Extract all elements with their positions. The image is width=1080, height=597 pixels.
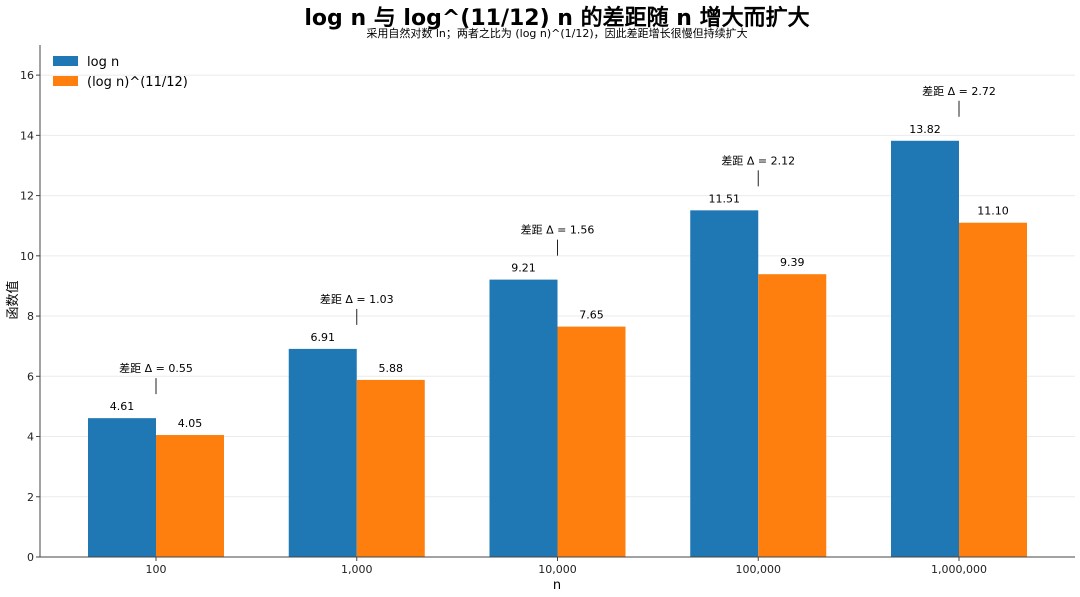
bar-value-label: 11.10 [977,205,1009,218]
y-tick-label: 8 [27,310,34,323]
bar-log-n-power [156,435,224,557]
difference-annotation: 差距 Δ = 0.55 [119,361,193,375]
bar-log-n [891,140,959,558]
y-tick-label: 12 [20,190,34,203]
x-axis-label: n [553,578,561,593]
bar-value-label: 7.65 [579,309,604,322]
value-labels-group: 4.61 4.05 6.91 5.88 9.21 7.65 11.51 9.39 13.82 11… [110,123,1009,430]
legend: log n (log n)^(11/12) [53,55,188,90]
bar-value-label: 4.61 [110,400,135,413]
bar-log-n-power [758,274,827,557]
x-tick-label: 100,000 [736,563,782,576]
bar-value-label: 11.51 [709,192,741,205]
bars-group [88,140,1027,558]
y-tick-label: 16 [20,69,34,82]
difference-annotation: 差距 Δ = 1.56 [521,223,595,237]
bar-log-n [88,418,156,557]
bar-log-n-power [356,379,425,557]
legend-swatch-log-n [53,56,78,66]
bar-value-label: 13.82 [909,123,941,136]
y-tick-label: 0 [27,551,34,564]
bar-value-label: 9.39 [780,256,805,269]
x-tick-label: 10,000 [538,563,577,576]
bar-log-n-power [557,326,626,557]
legend-swatch-log-n-power [53,76,78,86]
y-axis-label: 函数值 [5,280,21,319]
y-tick-label: 4 [27,431,34,444]
chart-title: log n 与 log^(11/12) n 的差距随 n 增大而扩大 [304,5,809,31]
axes-group: 0 2 4 6 8 10 12 14 16 100 1,000 10,000 100,000 1,000,… [20,45,1075,576]
legend-label-log-n: log n [87,55,119,70]
y-tick-label: 14 [20,129,34,142]
difference-annotation: 差距 Δ = 2.72 [922,84,996,98]
y-tick-label: 10 [20,250,34,263]
legend-label-log-n-power: (log n)^(11/12) [87,75,188,90]
bar-log-n [690,210,759,557]
bar-log-n-power [959,222,1027,557]
annotations-group: 差距 Δ = 0.55 差距 Δ = 1.03 差距 Δ = 1.56 差距 Δ = … [119,84,996,395]
bar-value-label: 4.05 [178,417,203,430]
x-tick-label: 1,000,000 [931,563,987,576]
x-tick-label: 1,000 [341,563,373,576]
y-tick-label: 6 [27,370,34,383]
bar-value-label: 6.91 [311,331,336,344]
bar-value-label: 5.88 [379,362,404,375]
bar-log-n [288,348,357,557]
x-tick-label: 100 [146,563,167,576]
chart-subtitle: 采用自然对数 ln；两者之比为 (log n)^(1/12)，因此差距增长很慢但… [366,26,747,40]
bar-log-n [489,279,558,557]
difference-annotation: 差距 Δ = 2.12 [721,153,795,167]
bar-value-label: 9.21 [511,262,536,275]
y-tick-label: 2 [27,491,34,504]
difference-annotation: 差距 Δ = 1.03 [320,292,394,306]
